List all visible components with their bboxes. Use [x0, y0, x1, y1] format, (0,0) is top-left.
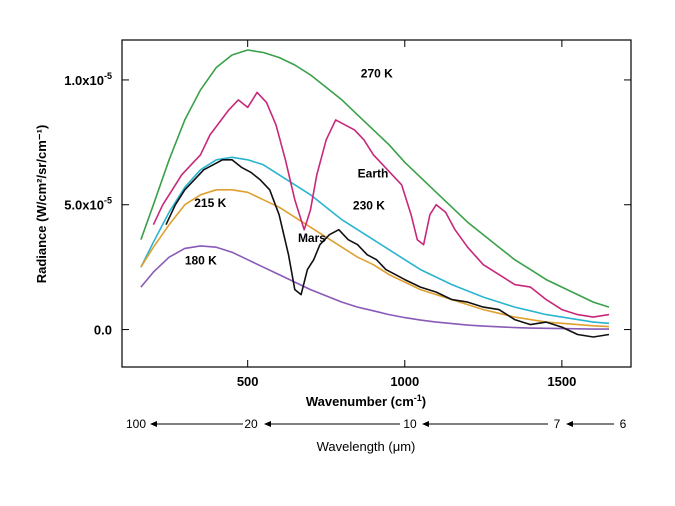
annotation-earth: Earth: [358, 166, 389, 180]
series-line-215-k: [140, 189, 610, 328]
wavelength-arrowhead: [150, 421, 157, 427]
wavelength-arrowhead: [422, 421, 429, 427]
series-line-mars: [165, 159, 610, 338]
y-tick-label: 1.0x10-5: [64, 71, 112, 88]
series-line-earth: [152, 91, 610, 318]
plot-area-frame: [121, 39, 632, 368]
wavelength-label-6: 6: [620, 417, 627, 431]
annotation-mars: Mars: [298, 231, 326, 245]
x-axis-title: Wavenumber (cm-1): [306, 393, 426, 409]
y-axis-title: Radiance (W/cm²/sr/cm⁻¹): [34, 125, 49, 284]
wavelength-scale: 100 20 10 7 6 Wavelength (μm): [126, 417, 627, 454]
wavelength-title: Wavelength (μm): [317, 439, 416, 454]
x-tick-label: 500: [237, 374, 259, 389]
annotation-215-k: 215 K: [194, 196, 226, 210]
wavelength-arrowhead: [566, 421, 573, 427]
annotation-270-k: 270 K: [361, 66, 393, 80]
wavelength-arrowhead: [264, 421, 271, 427]
series-layer: [140, 49, 610, 338]
x-axis-ticks: 500 1000 1500: [237, 40, 576, 389]
wavelength-label-7: 7: [554, 417, 561, 431]
y-tick-label: 0.0: [94, 323, 112, 338]
wavelength-label-20: 20: [244, 417, 258, 431]
series-line-230-k: [140, 156, 610, 325]
x-axis-title-exp: -1: [414, 393, 422, 403]
annotation-180-k: 180 K: [185, 254, 217, 268]
y-tick-label: 5.0x10-5: [64, 196, 112, 213]
y-axis-ticks: 1.0x10-5 5.0x10-5 0.0: [64, 71, 631, 338]
x-tick-label: 1500: [547, 374, 576, 389]
series-line-270-k: [140, 49, 610, 308]
annotation-230-k: 230 K: [353, 199, 385, 213]
wavelength-label-100: 100: [126, 417, 146, 431]
series-line-180-k: [140, 245, 609, 330]
wavelength-label-10: 10: [403, 417, 417, 431]
annotation-layer: 270 K Earth 215 K 230 K Mars 180 K: [185, 66, 393, 267]
x-tick-label: 1000: [390, 374, 419, 389]
